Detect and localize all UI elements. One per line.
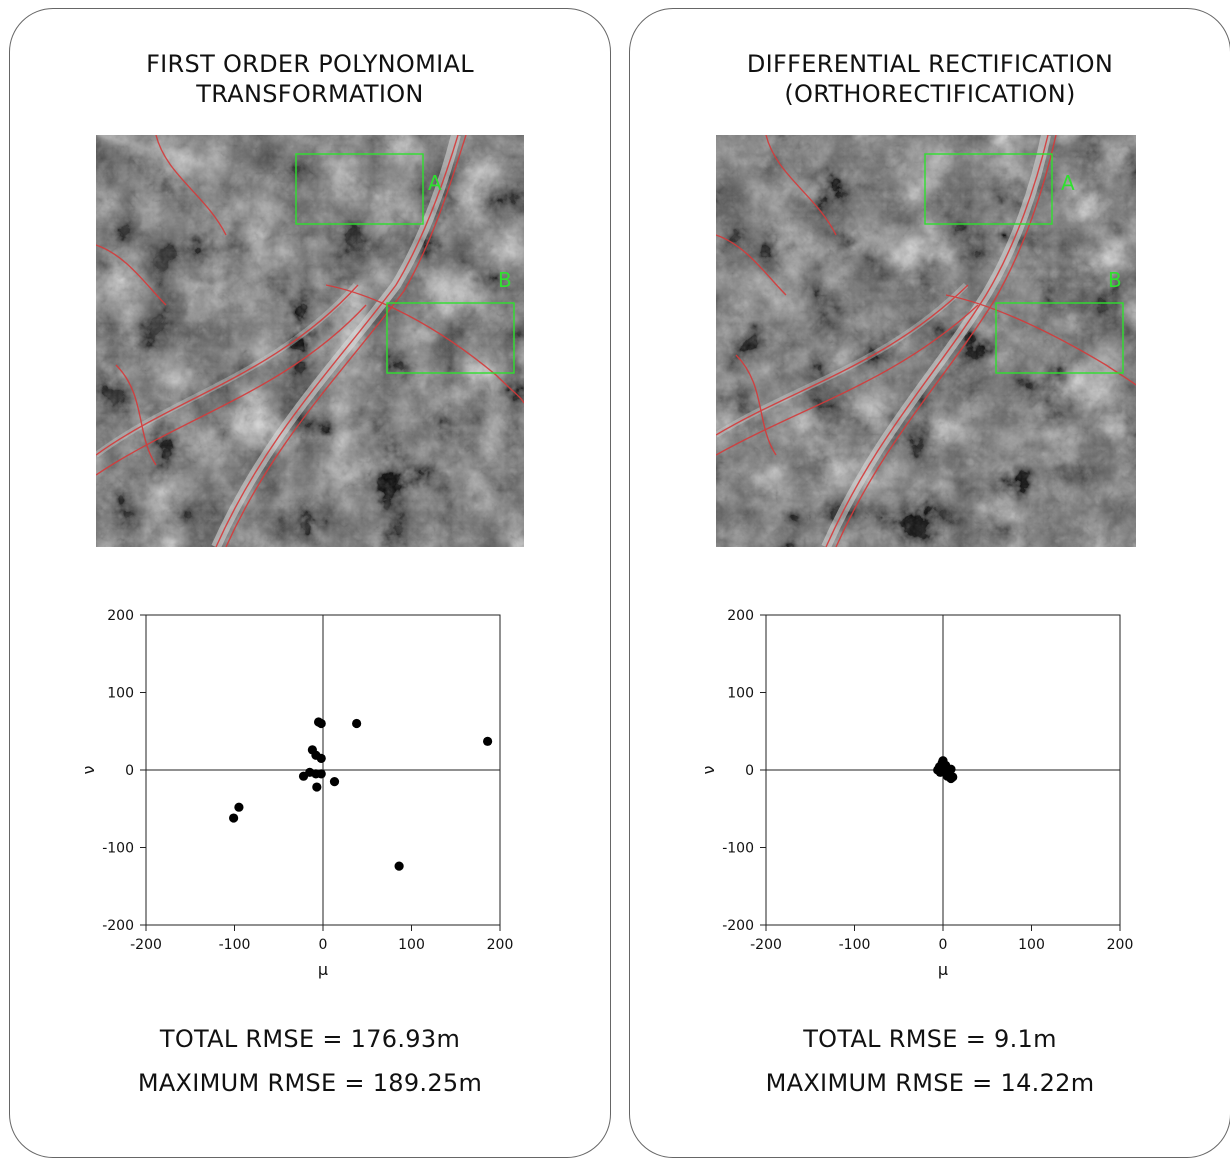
region-b-box <box>995 302 1124 374</box>
y-tick-label: -200 <box>102 918 134 934</box>
region-b-box <box>386 302 515 374</box>
x-tick-label: 100 <box>398 937 425 953</box>
data-point <box>948 772 958 782</box>
data-point <box>941 760 951 770</box>
y-axis-label: ν <box>80 765 98 774</box>
y-tick-label: 100 <box>107 686 134 702</box>
x-tick-label: 200 <box>487 937 514 953</box>
x-axis-label: μ <box>938 960 948 979</box>
y-axis-label: ν <box>700 765 718 774</box>
x-axis-label: μ <box>318 960 328 979</box>
residual-scatter-plot: -200 -100 0 100 200 200 100 0 -100 -200 μ ν <box>700 608 1134 979</box>
region-a-box <box>295 153 424 225</box>
total-rmse: TOTAL RMSE = 9.1m <box>803 1025 1057 1053</box>
panel-title: FIRST ORDER POLYNOMIAL TRANSFORMATION <box>10 49 610 109</box>
maximum-rmse: MAXIMUM RMSE = 14.22m <box>765 1069 1095 1097</box>
x-tick-label: -200 <box>750 937 782 953</box>
panel-title-line2: TRANSFORMATION <box>196 80 424 108</box>
y-tick-label: 200 <box>107 608 134 624</box>
data-point <box>483 736 493 746</box>
y-tick-label: 0 <box>125 763 134 779</box>
aerial-image: A B <box>96 135 524 547</box>
data-point <box>234 802 244 812</box>
total-rmse: TOTAL RMSE = 176.93m <box>159 1025 461 1053</box>
maximum-rmse: MAXIMUM RMSE = 189.25m <box>137 1069 483 1097</box>
x-tick-label: 200 <box>1107 937 1134 953</box>
region-a-label: A <box>428 171 442 195</box>
region-b-label: B <box>498 268 512 292</box>
x-tick-label: -200 <box>130 937 162 953</box>
vector-overlay <box>96 135 524 547</box>
aerial-image-canvas: A B <box>716 135 1136 547</box>
aerial-image-canvas: A B <box>96 135 524 547</box>
data-point <box>316 769 326 779</box>
region-b-label: B <box>1108 268 1122 292</box>
data-point <box>329 777 340 787</box>
panel-orthorectification: DIFFERENTIAL RECTIFICATION (ORTHORECTIFI… <box>629 8 1230 1158</box>
y-tick-label: 0 <box>745 763 754 779</box>
region-a-box <box>924 153 1053 225</box>
panel-title-line1: FIRST ORDER POLYNOMIAL <box>146 50 474 78</box>
x-tick-label: 0 <box>939 937 948 953</box>
data-point <box>312 782 322 792</box>
panel-title: DIFFERENTIAL RECTIFICATION (ORTHORECTIFI… <box>630 49 1230 109</box>
vector-overlay <box>716 135 1136 547</box>
y-tick-label: 100 <box>727 686 754 702</box>
y-tick-label: -100 <box>102 841 134 857</box>
panel-title-line1: DIFFERENTIAL RECTIFICATION <box>746 50 1114 78</box>
y-tick-label: -100 <box>722 841 754 857</box>
data-point <box>394 861 404 871</box>
data-point <box>316 718 326 729</box>
x-tick-label: 100 <box>1018 937 1045 953</box>
panel-title-line2: (ORTHORECTIFICATION) <box>784 80 1076 108</box>
x-tick-label: -100 <box>839 937 871 953</box>
data-point <box>229 813 239 823</box>
residual-scatter-plot: -200 -100 0 100 200 200 100 0 -100 -200 μ ν <box>80 608 514 979</box>
data-point <box>316 753 326 763</box>
region-a-label: A <box>1061 171 1075 195</box>
data-point <box>352 718 362 729</box>
panel-polynomial: FIRST ORDER POLYNOMIAL TRANSFORMATION <box>9 8 611 1158</box>
x-tick-label: -100 <box>219 937 251 953</box>
aerial-image: A B <box>716 135 1136 547</box>
y-tick-label: 200 <box>727 608 754 624</box>
y-tick-label: -200 <box>722 918 754 934</box>
x-tick-label: 0 <box>319 937 328 953</box>
